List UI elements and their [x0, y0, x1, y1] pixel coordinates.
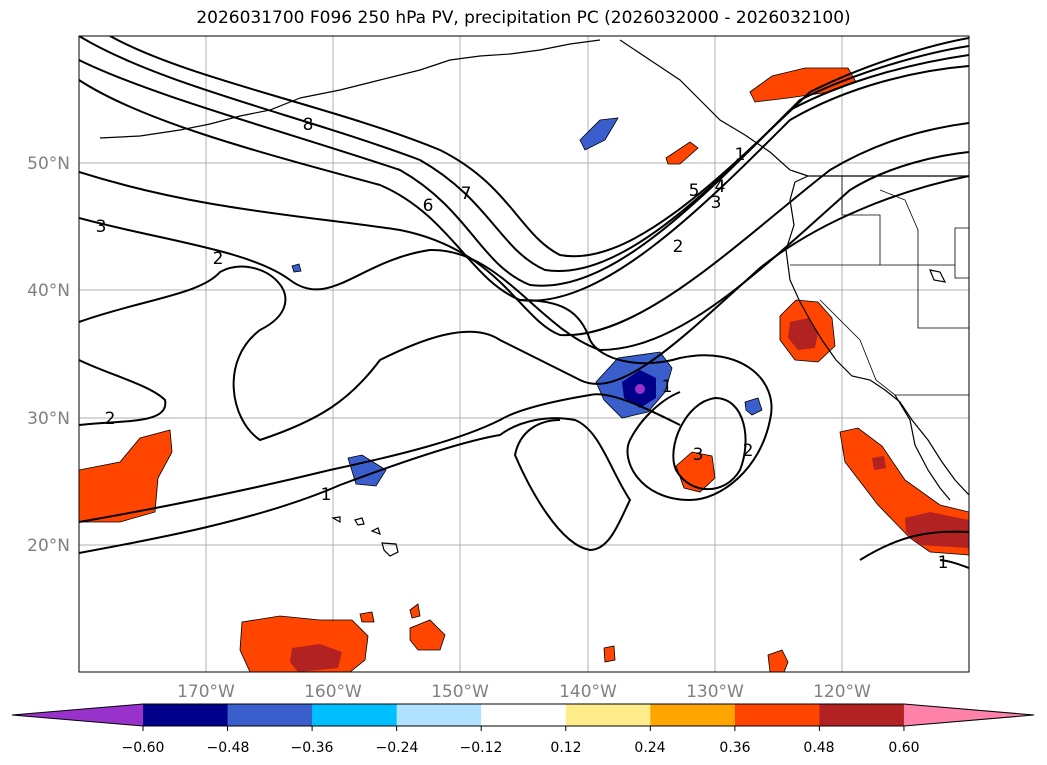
- colorbar-tick-label: −0.60: [122, 740, 165, 756]
- colorbar-tick-label: 0.60: [888, 740, 919, 756]
- colorbar-tick-label: −0.12: [460, 740, 503, 756]
- colorbar-segment: [819, 704, 905, 726]
- contour-label: 2: [743, 441, 754, 461]
- map-title: 2026031700 F096 250 hPa PV, precipitatio…: [196, 8, 851, 28]
- contour-label: 7: [461, 184, 472, 204]
- lon-label: 130°W: [686, 682, 744, 702]
- colorbar-segment: [734, 704, 820, 726]
- colorbar-tick-label: 0.48: [803, 740, 834, 756]
- map-frame: [78, 35, 970, 673]
- colorbar-arrow-min: [12, 704, 143, 726]
- lon-label: 140°W: [559, 682, 617, 702]
- lat-label: 20°N: [27, 536, 70, 556]
- latitude-labels: 50°N 40°N 30°N 20°N: [27, 154, 70, 556]
- colorbar-segment: [565, 704, 651, 726]
- contour-label: 2: [673, 237, 684, 257]
- contour-label: 4: [715, 177, 726, 197]
- graticule: [79, 36, 969, 672]
- contour-label: 3: [711, 193, 722, 213]
- lon-label: 170°W: [177, 682, 235, 702]
- colorbar-tick-label: −0.48: [207, 740, 250, 756]
- colorbar-segment: [650, 704, 736, 726]
- contour-label: 3: [693, 445, 704, 465]
- colorbar-tick-label: 0.24: [634, 740, 665, 756]
- colorbar-segment: [143, 704, 229, 726]
- contour-label: 1: [735, 145, 746, 165]
- colorbar-tick-label: 0.12: [550, 740, 581, 756]
- colorbar-segment: [396, 704, 482, 726]
- map-area: 8 7 6 5 4 3 3 2 2 2 1 1 1 3 2 1: [79, 36, 969, 672]
- contour-labels: 8 7 6 5 4 3 3 2 2 2 1 1 1 3 2 1: [96, 115, 949, 573]
- longitude-labels: 170°W 160°W 150°W 140°W 130°W 120°W: [177, 682, 871, 702]
- lat-label: 50°N: [27, 154, 70, 174]
- contour-label: 3: [96, 217, 107, 237]
- contour-label: 1: [321, 485, 332, 505]
- contour-label: 5: [689, 181, 700, 201]
- colorbar: [11, 703, 1035, 731]
- contour-label: 1: [938, 553, 949, 573]
- precip-shading: [79, 67, 969, 672]
- colorbar-segment: [227, 704, 313, 726]
- islands: [331, 269, 947, 557]
- lon-label: 150°W: [431, 682, 489, 702]
- pv-contours: [79, 36, 969, 569]
- contour-label: 1: [662, 377, 673, 397]
- colorbar-segment: [312, 704, 398, 726]
- lon-label: 120°W: [813, 682, 871, 702]
- lon-label: 160°W: [304, 682, 362, 702]
- colorbar-tick-label: 0.36: [719, 740, 750, 756]
- state-borders: [790, 176, 969, 396]
- coastlines: [99, 39, 969, 501]
- colorbar-tick-label: −0.36: [291, 740, 334, 756]
- lat-label: 30°N: [27, 409, 70, 429]
- contour-label: 2: [105, 409, 116, 429]
- colorbar-tick-label: −0.24: [376, 740, 419, 756]
- lat-label: 40°N: [27, 281, 70, 301]
- contour-label: 8: [303, 115, 314, 135]
- colorbar-ticks: −0.60 −0.48 −0.36 −0.24 −0.12 0.12 0.24 …: [122, 740, 920, 756]
- colorbar-arrow-max: [903, 704, 1034, 726]
- contour-label: 6: [423, 196, 434, 216]
- colorbar-segment: [481, 704, 567, 726]
- contour-label: 2: [213, 249, 224, 269]
